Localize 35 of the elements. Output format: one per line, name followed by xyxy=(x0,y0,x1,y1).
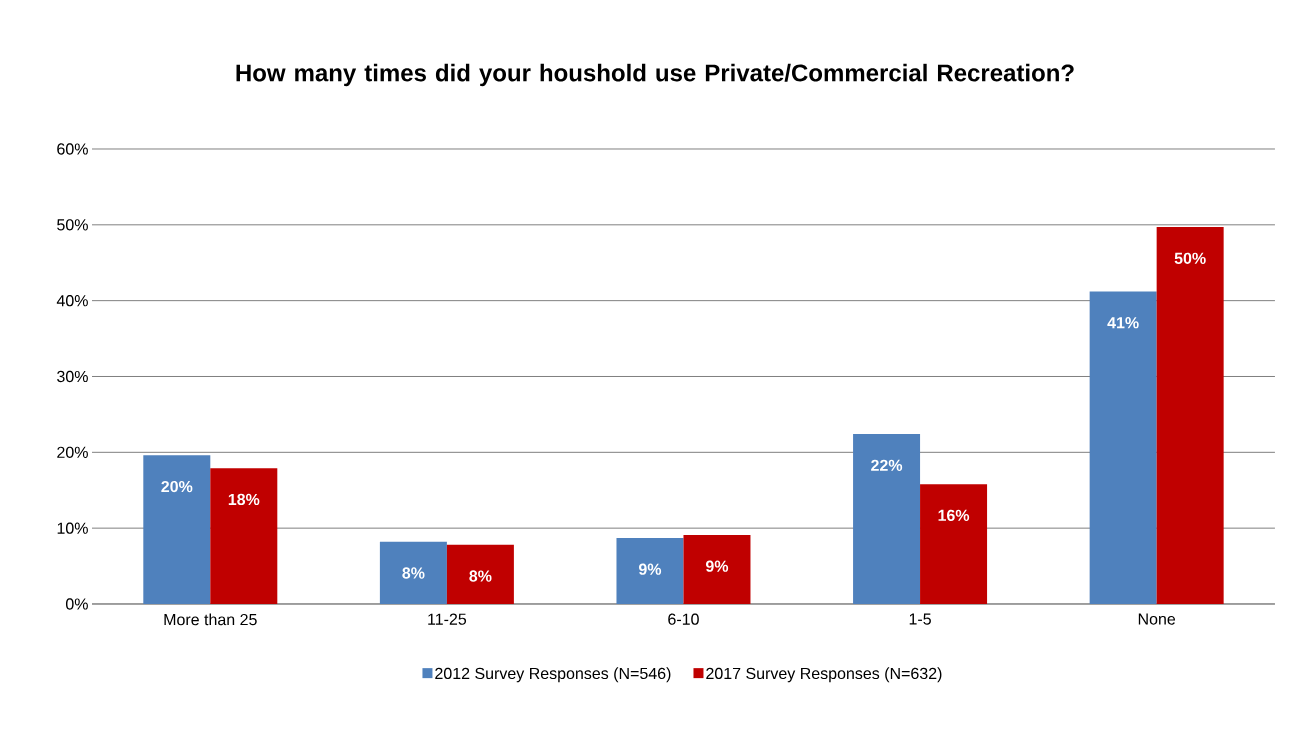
bar xyxy=(920,484,988,604)
y-tick-label: 50% xyxy=(57,219,88,231)
data-label: 9% xyxy=(705,560,729,572)
bar xyxy=(379,541,447,604)
data-label: 16% xyxy=(938,509,970,522)
x-tick-label: 6-10 xyxy=(668,613,699,625)
bar xyxy=(616,538,684,604)
y-tick-label: 10% xyxy=(57,522,88,534)
x-tick-label: More than 25 xyxy=(164,613,257,626)
data-label: 22% xyxy=(871,459,903,471)
y-tick-label: 60% xyxy=(57,143,88,155)
legend-label: 2017 Survey Responses (N=632) xyxy=(706,667,942,683)
bar xyxy=(210,468,278,604)
bar xyxy=(1089,291,1157,604)
x-tick-label: 1-5 xyxy=(909,613,931,625)
bar xyxy=(446,544,514,604)
data-label: 41% xyxy=(1107,317,1139,329)
data-label: 20% xyxy=(161,480,193,493)
data-label: 8% xyxy=(402,567,425,579)
y-tick-label: 40% xyxy=(56,295,88,307)
data-label: 9% xyxy=(638,563,662,575)
legend-label: 2012 Survey Responses (N=546) xyxy=(435,667,671,683)
x-tick-label: 11-25 xyxy=(428,613,467,625)
bar xyxy=(143,455,211,604)
y-tick-label: 20% xyxy=(57,446,88,458)
y-tick-label: 30% xyxy=(57,370,88,383)
bar xyxy=(1156,227,1224,604)
data-label: 50% xyxy=(1174,252,1206,264)
bar xyxy=(683,534,751,604)
bar xyxy=(853,434,921,604)
y-tick-label: 0% xyxy=(65,598,88,610)
data-label: 18% xyxy=(228,493,260,506)
chart-title: How many times did your houshold use Private/Commercial Recreation? xyxy=(236,63,1074,87)
x-tick-label: None xyxy=(1138,613,1176,625)
data-label: 8% xyxy=(469,570,492,582)
